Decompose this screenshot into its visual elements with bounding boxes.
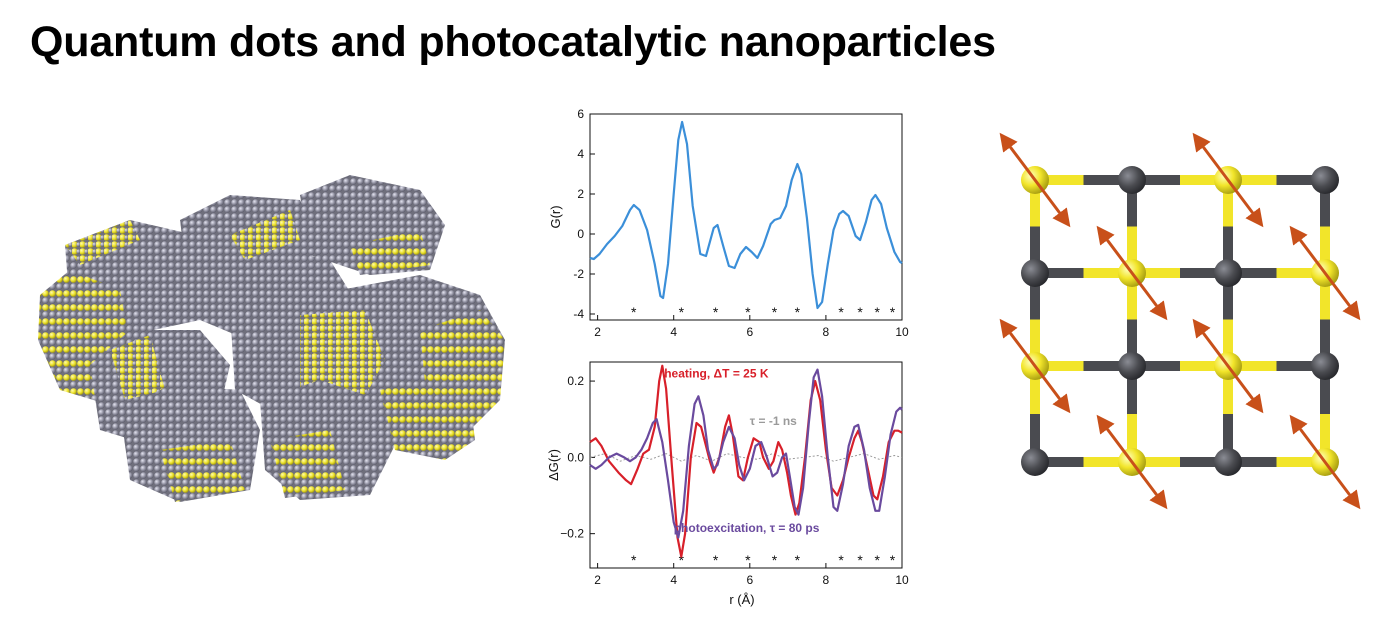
y-tick-label: 2 (577, 187, 584, 201)
peak-star-marker: * (875, 552, 881, 568)
x-tick-label: 8 (823, 573, 830, 587)
metal-atom (1311, 166, 1339, 194)
displacement-arrow-icon (999, 318, 1071, 414)
x-tick-label: 6 (746, 325, 753, 339)
peak-star-marker: * (772, 304, 778, 320)
y-tick-label: -2 (573, 267, 584, 281)
series-line (589, 120, 903, 310)
peak-star-marker: * (857, 552, 863, 568)
chart-gr-frame (589, 113, 903, 321)
metal-atom (1118, 352, 1146, 380)
y-tick-label: -4 (573, 307, 584, 321)
x-tick-label: 10 (895, 325, 909, 339)
metal-atom (1214, 448, 1242, 476)
displacement-arrow-icon (1289, 225, 1361, 321)
peak-star-marker: * (745, 552, 751, 568)
page-title: Quantum dots and photocatalytic nanopart… (30, 18, 996, 66)
x-tick-label: 2 (594, 573, 601, 587)
metal-atom (1311, 352, 1339, 380)
chart-gr: -4 -2 0 2 4 6 2 4 6 8 10 * * * * * * * * * * G(r) (548, 107, 909, 339)
x-tick-label: 8 (823, 325, 830, 339)
peak-star-marker: * (795, 552, 801, 568)
chart-delta-gr: −0.2 0.0 0.2 2 4 6 8 10 * * * * * * * * * * heating, ΔT… (546, 361, 909, 607)
peak-star-marker: * (838, 552, 844, 568)
series-line (589, 368, 903, 539)
displacement-arrow-icon (1289, 414, 1361, 510)
displacement-arrow-icon (1096, 225, 1168, 321)
displacement-arrow-icon (1192, 318, 1264, 414)
peak-star-marker: * (890, 552, 896, 568)
x-tick-label: 6 (746, 573, 753, 587)
peak-star-marker: * (745, 304, 751, 320)
y-tick-label: 0.0 (567, 450, 584, 464)
chart-delta-gr-ylabel: ΔG(r) (546, 449, 561, 481)
peak-star-marker: * (795, 304, 801, 320)
series-annotation: heating, ΔT = 25 K (664, 366, 769, 380)
series-annotation: photoexcitation, τ = 80 ps (674, 521, 820, 535)
displacement-arrow-icon (1192, 132, 1264, 228)
displacement-arrow-icon (1096, 414, 1168, 510)
y-tick-label: −0.2 (560, 527, 584, 541)
metal-atom (1214, 259, 1242, 287)
pdf-charts: -4 -2 0 2 4 6 2 4 6 8 10 * * * * * * * * * * G(r) −0.2 0.0 0… (546, 107, 909, 607)
metal-atom (1021, 259, 1049, 287)
peak-star-marker: * (713, 304, 719, 320)
y-tick-label: 0.2 (567, 374, 584, 388)
x-tick-label: 4 (670, 325, 677, 339)
y-tick-label: 4 (577, 147, 584, 161)
peak-star-marker: * (679, 304, 685, 320)
peak-star-marker: * (838, 304, 844, 320)
metal-atom (1021, 448, 1049, 476)
peak-star-marker: * (875, 304, 881, 320)
peak-star-marker: * (713, 552, 719, 568)
peak-star-marker: * (679, 552, 685, 568)
series-line (589, 453, 903, 462)
peak-star-marker: * (631, 304, 637, 320)
metal-atom (1118, 166, 1146, 194)
peak-star-marker: * (857, 304, 863, 320)
series-annotation: τ = -1 ns (750, 414, 797, 428)
peak-star-marker: * (772, 552, 778, 568)
x-tick-label: 10 (895, 573, 909, 587)
peak-star-marker: * (890, 304, 896, 320)
crystal-lattice-icon (999, 132, 1361, 510)
x-tick-label: 4 (670, 573, 677, 587)
displacement-arrow-icon (999, 132, 1071, 228)
peak-star-marker: * (631, 552, 637, 568)
chart-delta-gr-xlabel: r (Å) (729, 592, 754, 607)
y-tick-label: 6 (577, 107, 584, 121)
chart-gr-ylabel: G(r) (548, 205, 563, 228)
x-tick-label: 2 (594, 325, 601, 339)
nanoparticle-cluster-icon (38, 175, 505, 502)
y-tick-label: 0 (577, 227, 584, 241)
